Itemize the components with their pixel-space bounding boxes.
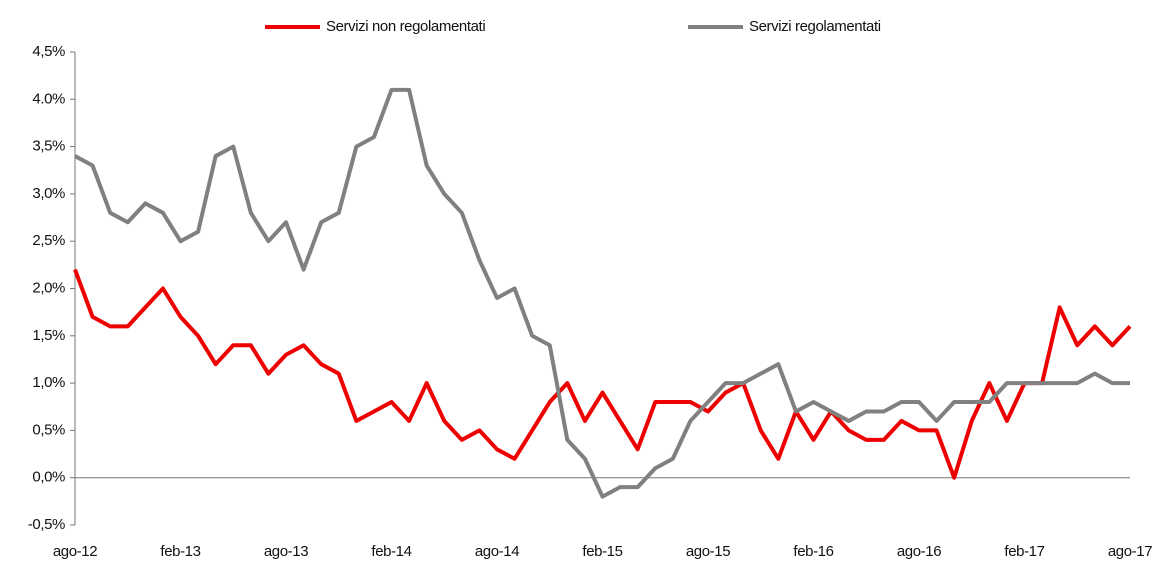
y-tick-label: 4.0% <box>32 90 65 107</box>
y-tick-label: 1,5% <box>32 327 65 344</box>
x-tick-label: feb-14 <box>371 543 411 560</box>
series-line <box>73 268 1132 480</box>
x-tick-label: feb-17 <box>1004 543 1044 560</box>
y-tick-label: 3,5% <box>32 138 65 155</box>
x-tick-label: ago-16 <box>897 543 941 560</box>
x-tick-label: ago-17 <box>1108 543 1152 560</box>
x-tick-label: feb-15 <box>582 543 622 560</box>
y-tick-label: 2,5% <box>32 232 65 249</box>
y-tick-label: -0,5% <box>28 516 65 533</box>
y-tick-label: 0,5% <box>32 421 65 438</box>
x-tick-label: ago-15 <box>686 543 730 560</box>
x-tick-label: ago-14 <box>475 543 519 560</box>
legend-label: Servizi non regolamentati <box>326 18 485 35</box>
x-tick-label: ago-12 <box>53 543 97 560</box>
y-tick-label: 0,0% <box>32 469 65 486</box>
x-tick-label: feb-13 <box>160 543 200 560</box>
y-tick-label: 3,0% <box>32 185 65 202</box>
x-tick-label: feb-16 <box>793 543 833 560</box>
y-tick-label: 1,0% <box>32 374 65 391</box>
legend-label: Servizi regolamentati <box>749 18 881 35</box>
series-line <box>74 87 1130 499</box>
x-tick-label: ago-13 <box>264 543 308 560</box>
y-tick-label: 4,5% <box>32 43 65 60</box>
y-tick-label: 2,0% <box>32 279 65 296</box>
